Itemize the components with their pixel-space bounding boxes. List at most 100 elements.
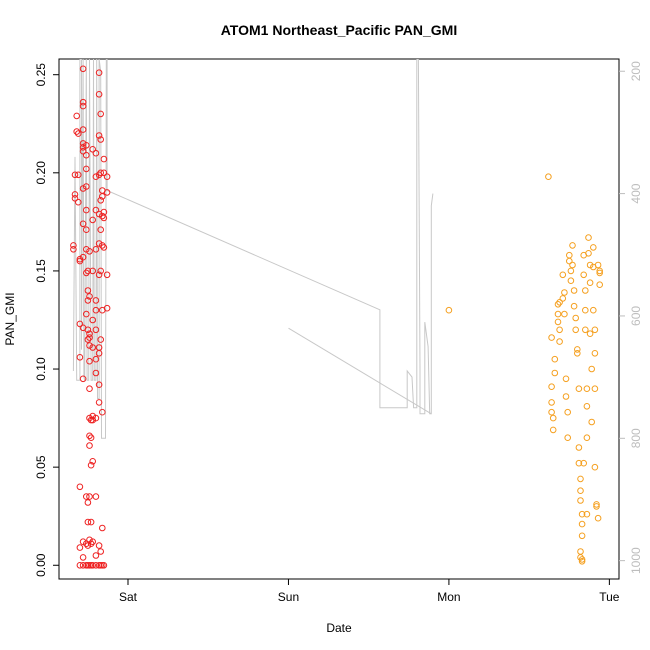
- data-point-series-1: [76, 257, 84, 265]
- data-point-series-1: [95, 399, 103, 406]
- data-point-series-1: [92, 246, 100, 253]
- data-point-series-1: [83, 165, 90, 173]
- data-point-series-2: [586, 330, 594, 338]
- data-point-series-1: [86, 334, 93, 341]
- data-point-series-1: [92, 369, 100, 377]
- data-point-series-1: [103, 304, 111, 312]
- x-tick-label: Sat: [119, 590, 138, 604]
- data-point-series-1: [95, 69, 103, 76]
- data-point-series-1: [89, 458, 96, 465]
- data-point-series-1: [71, 171, 79, 179]
- data-point-series-1: [86, 248, 93, 255]
- data-point-series-1: [79, 253, 87, 261]
- data-point-series-2: [577, 548, 584, 555]
- y-tick-label: 0.00: [34, 553, 48, 577]
- data-point-series-2: [582, 306, 589, 314]
- data-point-series-2: [596, 281, 604, 289]
- data-point-series-2: [562, 393, 570, 400]
- data-point-series-1: [95, 240, 103, 247]
- plot-frame: [58, 58, 620, 580]
- data-point-series-2: [564, 434, 572, 442]
- data-point-series-2: [575, 444, 583, 451]
- data-point-series-1: [92, 493, 100, 500]
- data-point-series-2: [574, 346, 581, 353]
- data-point-series-1: [86, 432, 93, 440]
- data-point-series-2: [591, 463, 599, 471]
- data-point-series-1: [99, 212, 106, 220]
- data-point-series-1: [97, 267, 104, 275]
- data-point-series-2: [575, 385, 583, 393]
- data-point-series-1: [95, 271, 103, 279]
- data-point-series-2: [566, 251, 573, 259]
- data-point-series-1: [71, 195, 79, 202]
- data-point-series-2: [556, 338, 563, 345]
- data-point-series-1: [84, 336, 92, 343]
- data-point-series-1: [79, 220, 87, 228]
- data-point-series-1: [103, 271, 111, 279]
- data-point-series-1: [100, 169, 108, 177]
- data-point-series-2: [596, 269, 604, 277]
- data-point-series-2: [572, 326, 580, 334]
- data-point-series-2: [559, 295, 567, 302]
- data-point-series-1: [99, 193, 106, 200]
- data-point-series-1: [95, 542, 103, 549]
- data-point-series-2: [578, 532, 586, 540]
- data-point-series-1: [100, 562, 108, 569]
- y-tick-label: 0.05: [34, 455, 48, 479]
- data-point-series-1: [70, 246, 77, 253]
- data-point-series-2: [593, 503, 600, 510]
- data-point-series-1: [71, 191, 79, 198]
- data-point-series-1: [87, 434, 95, 442]
- data-point-series-1: [79, 102, 87, 110]
- data-point-series-2: [583, 403, 591, 410]
- right-tick-label: 400: [629, 183, 643, 203]
- data-point-series-1: [97, 548, 104, 555]
- data-point-series-1: [83, 206, 90, 214]
- data-point-series-2: [574, 350, 581, 357]
- data-point-series-2: [548, 399, 555, 406]
- data-point-series-2: [578, 558, 586, 565]
- data-point-series-2: [569, 242, 576, 249]
- data-point-series-1: [83, 226, 90, 233]
- x-tick-label: Mon: [437, 590, 460, 604]
- y-tick-label: 0.20: [34, 161, 48, 185]
- data-point-series-2: [545, 173, 552, 180]
- data-point-series-2: [582, 326, 589, 334]
- data-point-series-1: [84, 326, 92, 334]
- data-point-series-2: [583, 385, 591, 393]
- data-point-series-1: [95, 350, 103, 357]
- data-point-series-2: [582, 287, 589, 294]
- data-point-series-1: [95, 132, 103, 139]
- data-point-series-1: [92, 355, 100, 363]
- data-point-series-1: [75, 171, 82, 179]
- data-point-series-2: [594, 261, 602, 269]
- data-point-series-1: [79, 562, 87, 569]
- y-tick-label: 0.25: [34, 63, 48, 87]
- data-point-series-1: [86, 385, 93, 393]
- data-point-series-1: [92, 297, 100, 304]
- data-point-series-1: [79, 126, 87, 133]
- right-tick-label: 200: [629, 61, 643, 81]
- data-point-series-1: [79, 140, 87, 147]
- data-point-series-1: [86, 357, 93, 365]
- data-point-series-2: [590, 244, 597, 251]
- data-point-series-1: [73, 128, 80, 135]
- data-point-series-1: [97, 226, 104, 233]
- data-point-series-2: [578, 510, 586, 518]
- data-point-series-1: [84, 267, 92, 275]
- x-axis: Sat Sun Mon Tue: [119, 579, 620, 604]
- data-point-series-1: [83, 151, 90, 159]
- chart-title: ATOM1 Northeast_Pacific PAN_GMI: [221, 22, 458, 38]
- data-point-series-1: [84, 297, 92, 304]
- data-point-series-2: [549, 426, 557, 434]
- data-point-series-1: [97, 336, 104, 343]
- data-point-series-2: [588, 365, 596, 373]
- data-point-series-1: [103, 173, 111, 180]
- data-point-series-2: [570, 287, 578, 294]
- x-tick-label: Tue: [599, 590, 620, 604]
- data-point-series-1: [83, 493, 90, 500]
- data-point-series-2: [578, 520, 586, 528]
- data-point-series-1: [92, 306, 100, 314]
- data-point-series-1: [89, 267, 96, 275]
